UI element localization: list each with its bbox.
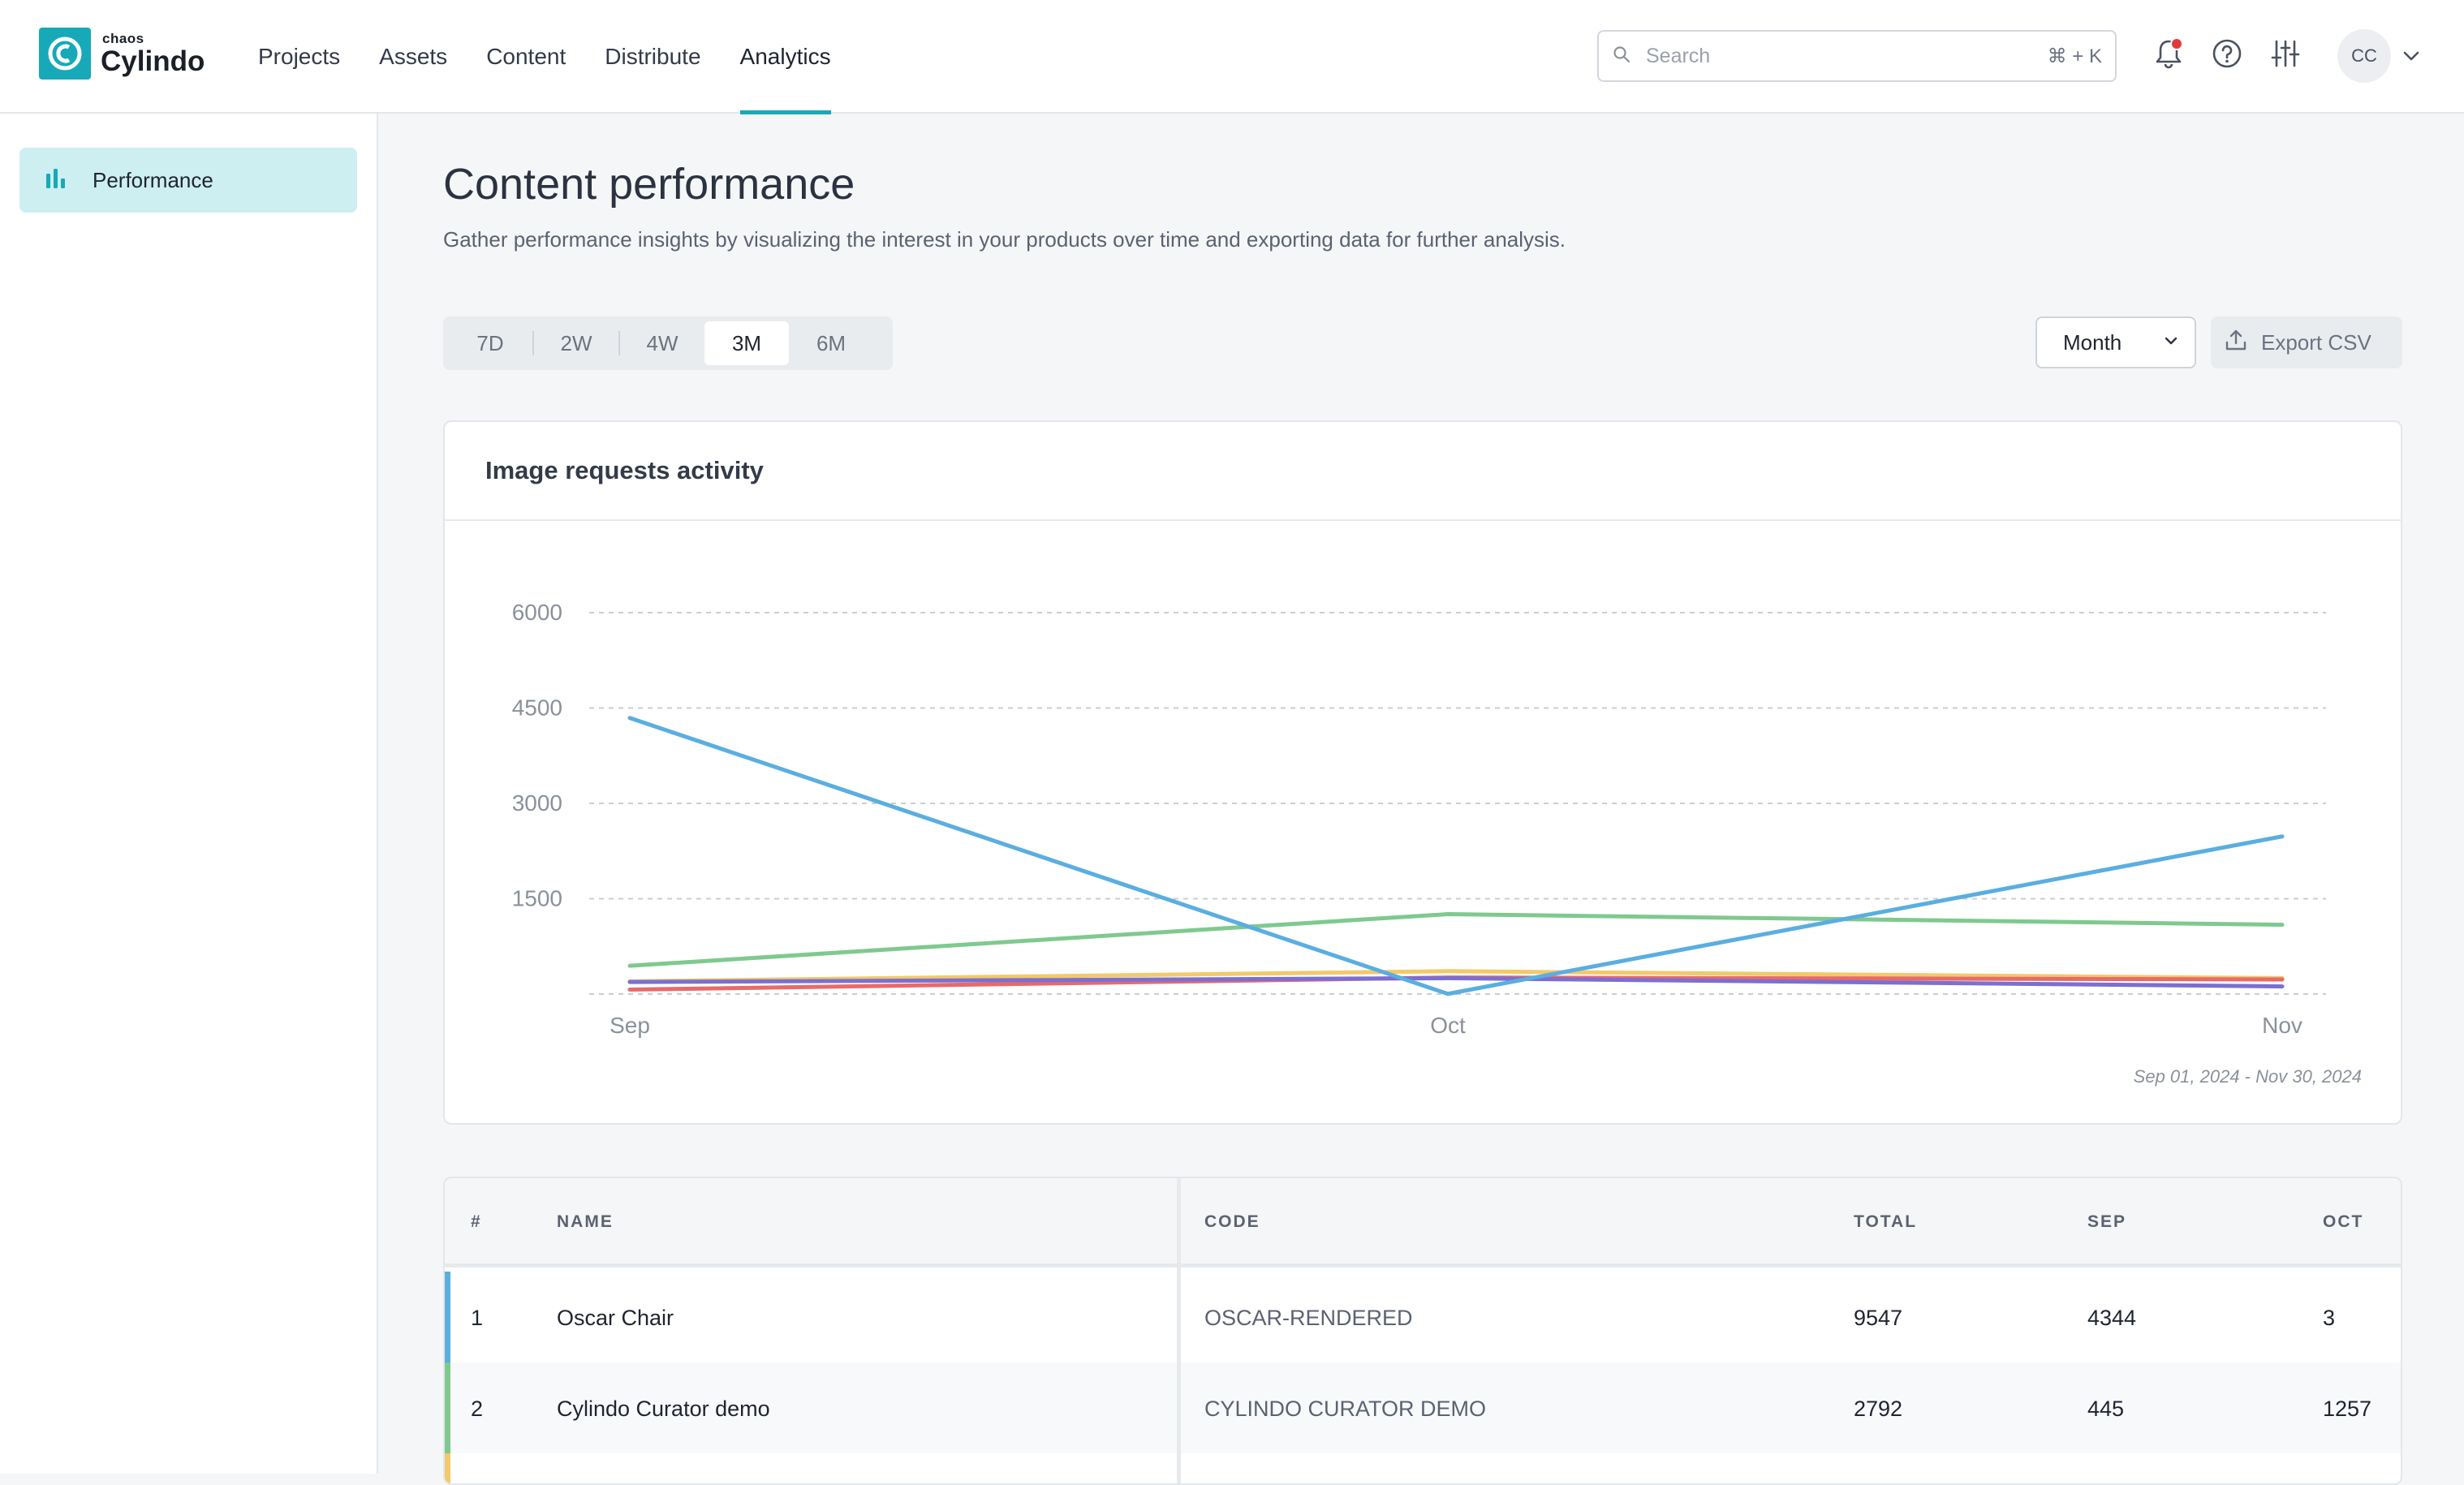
sidebar: Performance xyxy=(0,114,378,1474)
sidebar-item-performance[interactable]: Performance xyxy=(19,148,357,213)
page-subtitle: Gather performance insights by visualizi… xyxy=(443,227,1566,252)
export-csv-button[interactable]: Export CSV xyxy=(2211,316,2402,368)
row-oct: 1257 xyxy=(2323,1397,2372,1421)
notification-badge xyxy=(2170,37,2183,50)
x-tick-label: Oct xyxy=(1430,1013,1466,1038)
row-sep: 4344 xyxy=(2087,1306,2137,1330)
notifications-button[interactable] xyxy=(2151,37,2186,73)
row-number: 1 xyxy=(471,1306,484,1330)
range-divider xyxy=(532,331,534,355)
nav-content[interactable]: Content xyxy=(486,44,566,69)
y-tick-label: 6000 xyxy=(512,600,562,625)
row-color-indicator xyxy=(445,1362,450,1453)
help-button[interactable] xyxy=(2209,37,2245,73)
range-7d[interactable]: 7D xyxy=(476,330,504,355)
col-header-number[interactable]: # xyxy=(471,1212,482,1231)
logo-small-text: chaos xyxy=(102,31,144,46)
logo-name: Cylindo xyxy=(101,45,205,77)
line-chart: 1500 3000 4500 6000 Sep Oct Nov xyxy=(512,600,2326,1038)
x-tick-label: Nov xyxy=(2262,1013,2302,1038)
search-icon xyxy=(1612,45,1631,68)
y-tick-label: 3000 xyxy=(512,790,562,816)
performance-table: # NAME CODE TOTAL SEP OCT 1 Oscar Chair … xyxy=(443,1177,2402,1485)
nav-distribute[interactable]: Distribute xyxy=(605,44,701,69)
x-tick-label: Sep xyxy=(610,1013,650,1038)
nav-analytics[interactable]: Analytics xyxy=(739,0,831,114)
row-number: 2 xyxy=(471,1397,484,1421)
search-shortcut: ⌘ + K xyxy=(2047,45,2102,67)
table-row[interactable]: 1 Oscar Chair OSCAR-RENDERED 9547 4344 3 xyxy=(445,1272,2401,1362)
column-divider xyxy=(1177,1178,1181,1483)
col-header-sep[interactable]: SEP xyxy=(2087,1212,2127,1231)
granularity-value: Month xyxy=(2063,329,2122,355)
series-line xyxy=(627,912,2285,968)
search-input[interactable] xyxy=(1646,44,2048,68)
row-color-indicator xyxy=(445,1272,450,1362)
col-header-oct[interactable]: OCT xyxy=(2323,1212,2364,1231)
granularity-select[interactable]: Month xyxy=(2035,316,2196,368)
row-name: Oscar Chair xyxy=(557,1306,674,1330)
time-range-selector: 7D 2W 4W 3M 6M xyxy=(443,316,893,370)
range-6m[interactable]: 6M xyxy=(816,330,846,355)
page-title: Content performance xyxy=(443,160,855,209)
col-header-name[interactable]: NAME xyxy=(557,1212,614,1231)
help-icon xyxy=(2212,38,2242,73)
main-nav: Projects Assets Content Distribute Analy… xyxy=(258,0,870,114)
row-sep: 445 xyxy=(2087,1397,2125,1421)
col-header-code[interactable]: CODE xyxy=(1204,1212,1260,1231)
y-tick-label: 4500 xyxy=(512,695,562,721)
table-row[interactable]: 2 Cylindo Curator demo CYLINDO CURATOR D… xyxy=(445,1362,2401,1453)
bar-chart-icon xyxy=(44,166,68,196)
top-bar: chaos Cylindo Projects Assets Content Di… xyxy=(0,0,2464,114)
row-code: CYLINDO CURATOR DEMO xyxy=(1204,1397,1487,1421)
sliders-icon xyxy=(2271,38,2300,73)
row-code: OSCAR-RENDERED xyxy=(1204,1306,1413,1330)
range-2w[interactable]: 2W xyxy=(560,330,592,355)
series-line xyxy=(627,716,2285,996)
table-row[interactable] xyxy=(445,1453,2401,1483)
row-name: Cylindo Curator demo xyxy=(557,1397,770,1421)
logo-mark-icon xyxy=(39,28,91,80)
chart-date-range: Sep 01, 2024 - Nov 30, 2024 xyxy=(2133,1066,2362,1087)
chevron-down-icon[interactable] xyxy=(2401,45,2422,71)
row-total: 2792 xyxy=(1854,1397,1903,1421)
range-divider xyxy=(618,331,620,355)
col-header-total[interactable]: TOTAL xyxy=(1854,1212,1918,1231)
y-tick-label: 1500 xyxy=(512,886,562,911)
sidebar-item-label: Performance xyxy=(93,167,213,192)
row-color-indicator xyxy=(445,1453,450,1483)
table-header: # NAME CODE TOTAL SEP OCT xyxy=(445,1178,2401,1268)
chart-card: Image requests activity 1500 3000 4500 6000… xyxy=(443,420,2402,1125)
range-4w[interactable]: 4W xyxy=(646,330,678,355)
range-3m[interactable]: 3M xyxy=(704,321,789,365)
settings-button[interactable] xyxy=(2268,37,2303,73)
avatar[interactable]: CC xyxy=(2337,29,2391,83)
cylindo-logo[interactable]: chaos Cylindo xyxy=(39,28,205,80)
series-line xyxy=(627,969,2285,984)
chart-title: Image requests activity xyxy=(445,422,2401,521)
upload-icon xyxy=(2224,328,2248,358)
series-line xyxy=(627,975,2285,989)
row-oct: 3 xyxy=(2323,1306,2336,1330)
export-csv-label: Export CSV xyxy=(2261,329,2371,355)
chevron-down-icon xyxy=(2162,330,2180,355)
row-total: 9547 xyxy=(1854,1306,1903,1330)
nav-projects[interactable]: Projects xyxy=(258,44,341,69)
search-box[interactable]: ⌘ + K xyxy=(1597,30,2117,82)
nav-assets[interactable]: Assets xyxy=(379,44,448,69)
